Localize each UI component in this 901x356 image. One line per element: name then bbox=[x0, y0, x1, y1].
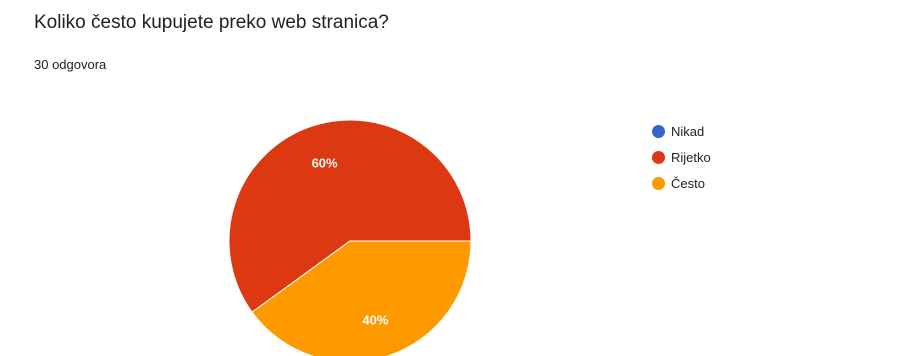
legend-label: Rijetko bbox=[671, 149, 711, 165]
question-title: Koliko često kupujete preko web stranica… bbox=[34, 12, 389, 33]
legend-item-često[interactable]: Često bbox=[652, 170, 711, 196]
legend-label: Često bbox=[671, 175, 705, 191]
pie-slice-često[interactable] bbox=[251, 240, 472, 356]
response-count: 30 odgovora bbox=[34, 57, 107, 72]
legend-item-rijetko[interactable]: Rijetko bbox=[652, 144, 711, 170]
legend-item-nikad[interactable]: Nikad bbox=[652, 118, 711, 144]
legend-swatch bbox=[652, 176, 665, 190]
legend-label: Nikad bbox=[671, 123, 705, 139]
pie-slice-rijetko[interactable] bbox=[228, 119, 472, 313]
chart-legend: Nikad Rijetko Često bbox=[652, 118, 711, 196]
pie-label-rijetko: 60% bbox=[312, 156, 338, 171]
legend-swatch bbox=[652, 124, 665, 138]
pie-label-često: 40% bbox=[362, 312, 388, 327]
legend-swatch bbox=[652, 150, 665, 164]
